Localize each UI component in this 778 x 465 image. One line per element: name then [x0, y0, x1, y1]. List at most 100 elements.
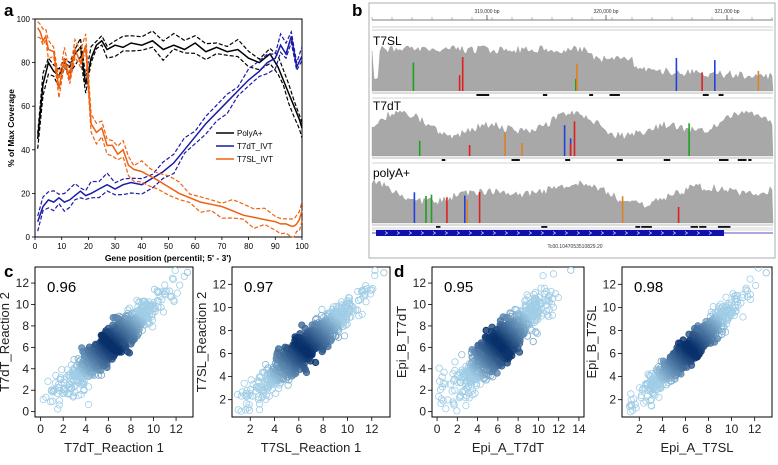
y-tick-label: 10 [213, 300, 227, 314]
legend-entry: PolyA+ [237, 129, 263, 138]
x-tick-label: 2 [636, 422, 643, 436]
strand-arrow [528, 231, 533, 235]
x-tick-label: 6 [495, 422, 502, 436]
y-tick-label: 4 [219, 370, 226, 384]
correlation-value: 0.95 [444, 279, 473, 296]
x-tick-label: 6 [105, 422, 112, 436]
y-tick-label: 12 [603, 277, 617, 291]
series-line-t7dt-ivt-replicate [37, 40, 303, 232]
x-tick-label: 10 [341, 422, 355, 436]
scatter-points [435, 267, 575, 415]
coverage-area [371, 45, 774, 92]
read-mark [663, 159, 671, 161]
read-mark [476, 94, 484, 96]
mismatch-bar [458, 75, 461, 91]
mismatch-bar [677, 207, 680, 223]
scatter-point [632, 404, 640, 412]
read-mark [719, 159, 729, 161]
scatter-point [135, 298, 143, 306]
scatter-point [255, 400, 264, 408]
scatter-point [462, 401, 470, 410]
coverage-y-axis-label: % of Max Coverage [6, 89, 16, 167]
scatter-point [243, 386, 251, 395]
x-tick-label: 8 [320, 422, 327, 436]
x-tick-label: 2 [454, 422, 461, 436]
scatter-point [155, 297, 163, 305]
y-tick-label: 60 [21, 102, 30, 111]
scatter-point [746, 295, 754, 303]
read-mark [609, 94, 620, 96]
scatter-points [625, 267, 770, 416]
coverage-x-axis-label: Gene position (percentil; 5' - 3') [105, 253, 232, 263]
scatter-point [244, 404, 252, 412]
scatter-point [55, 397, 64, 405]
scatter-point [458, 351, 466, 359]
scatter-point [55, 401, 63, 409]
strand-arrow [648, 231, 653, 235]
series-line-t7sl-ivt [37, 27, 303, 227]
scatter-point [109, 313, 117, 322]
scatter-point [371, 267, 379, 274]
mismatch-bar [446, 197, 448, 223]
scatter-points [39, 267, 191, 413]
scatter-point [554, 293, 562, 302]
scatter-point [371, 271, 379, 280]
scatter-point [440, 368, 448, 376]
scatter-point [60, 389, 68, 397]
x-tick-label: 4 [82, 422, 89, 436]
read-mark [481, 94, 488, 96]
mismatch-bar [430, 194, 433, 223]
x-tick-label: 60 [191, 242, 200, 251]
y-tick-label: 100 [17, 15, 31, 24]
scatter-point [537, 284, 545, 292]
mismatch-bar [466, 199, 468, 223]
scatter-point [439, 397, 447, 405]
scatter-point [169, 274, 177, 282]
scatter-point [58, 366, 66, 374]
strand-arrow [396, 231, 401, 235]
mismatch-bar [575, 78, 577, 91]
scatter-point [567, 267, 575, 274]
scatter-point [354, 287, 362, 296]
gene-name: Tc00.1047053510829.20 [547, 244, 602, 250]
scatter-point [274, 345, 283, 353]
coordinate-label: 321,000 bp [714, 9, 739, 15]
coordinate-label: 319,000 bp [474, 9, 499, 15]
strand-arrow [408, 231, 413, 235]
scatter-point [354, 296, 363, 305]
series-line-polya--replicate [37, 30, 303, 134]
read-mark [616, 159, 623, 161]
mismatch-bar [464, 195, 466, 223]
scatter-point [183, 268, 191, 276]
y-tick-label: 6 [609, 347, 616, 361]
scatter-point [245, 406, 254, 414]
scatter-point [539, 272, 547, 280]
y-tick-label: 8 [419, 319, 426, 333]
scatter-point [655, 393, 663, 401]
gene-exon [376, 230, 724, 236]
read-mark [748, 159, 752, 161]
scatter-d2: 2 4 6 8 10 12 2 4 6 8 10 12 Epi_A_T7SL Epi_B_T7SL 0.98 [584, 266, 773, 455]
scatter-point [254, 393, 263, 401]
scatter-point [84, 383, 93, 391]
strand-arrow [660, 231, 665, 235]
scatter-point [357, 287, 365, 295]
x-tick-label: 0 [37, 422, 44, 436]
x-tick-label: 80 [244, 242, 253, 251]
scatter-point [70, 364, 79, 372]
scatter-point [532, 328, 540, 336]
x-tick-label: 2 [60, 422, 67, 436]
scatter-point [451, 386, 459, 394]
scatter-point [549, 270, 558, 278]
panel-letter-c: c [4, 262, 13, 281]
scatter-points [234, 267, 388, 415]
x-tick-label: 12 [748, 422, 762, 436]
x-tick-label: 30 [111, 242, 120, 251]
coverage-legend: PolyA+ T7dT_IVT T7SL_IVT [216, 129, 273, 164]
strand-arrow [420, 231, 425, 235]
x-tick-label: 4 [271, 422, 278, 436]
scatter-point [762, 269, 770, 277]
read-mark [699, 226, 707, 228]
mismatch-bar [576, 63, 578, 91]
scatter-point [449, 398, 457, 406]
